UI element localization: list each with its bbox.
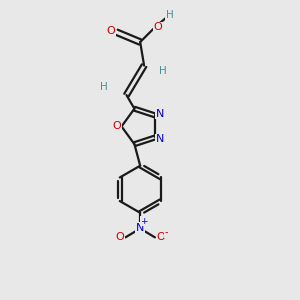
Text: H: H: [166, 10, 173, 20]
Text: H: H: [100, 82, 108, 92]
Text: O: O: [106, 26, 115, 36]
Text: O: O: [156, 232, 165, 242]
Text: N: N: [156, 109, 164, 118]
Text: +: +: [140, 217, 148, 226]
Text: O: O: [154, 22, 162, 32]
Text: H: H: [159, 67, 166, 76]
Text: N: N: [156, 134, 164, 144]
Text: O: O: [115, 232, 124, 242]
Text: N: N: [136, 223, 144, 232]
Text: O: O: [112, 122, 121, 131]
Text: -: -: [164, 227, 168, 237]
